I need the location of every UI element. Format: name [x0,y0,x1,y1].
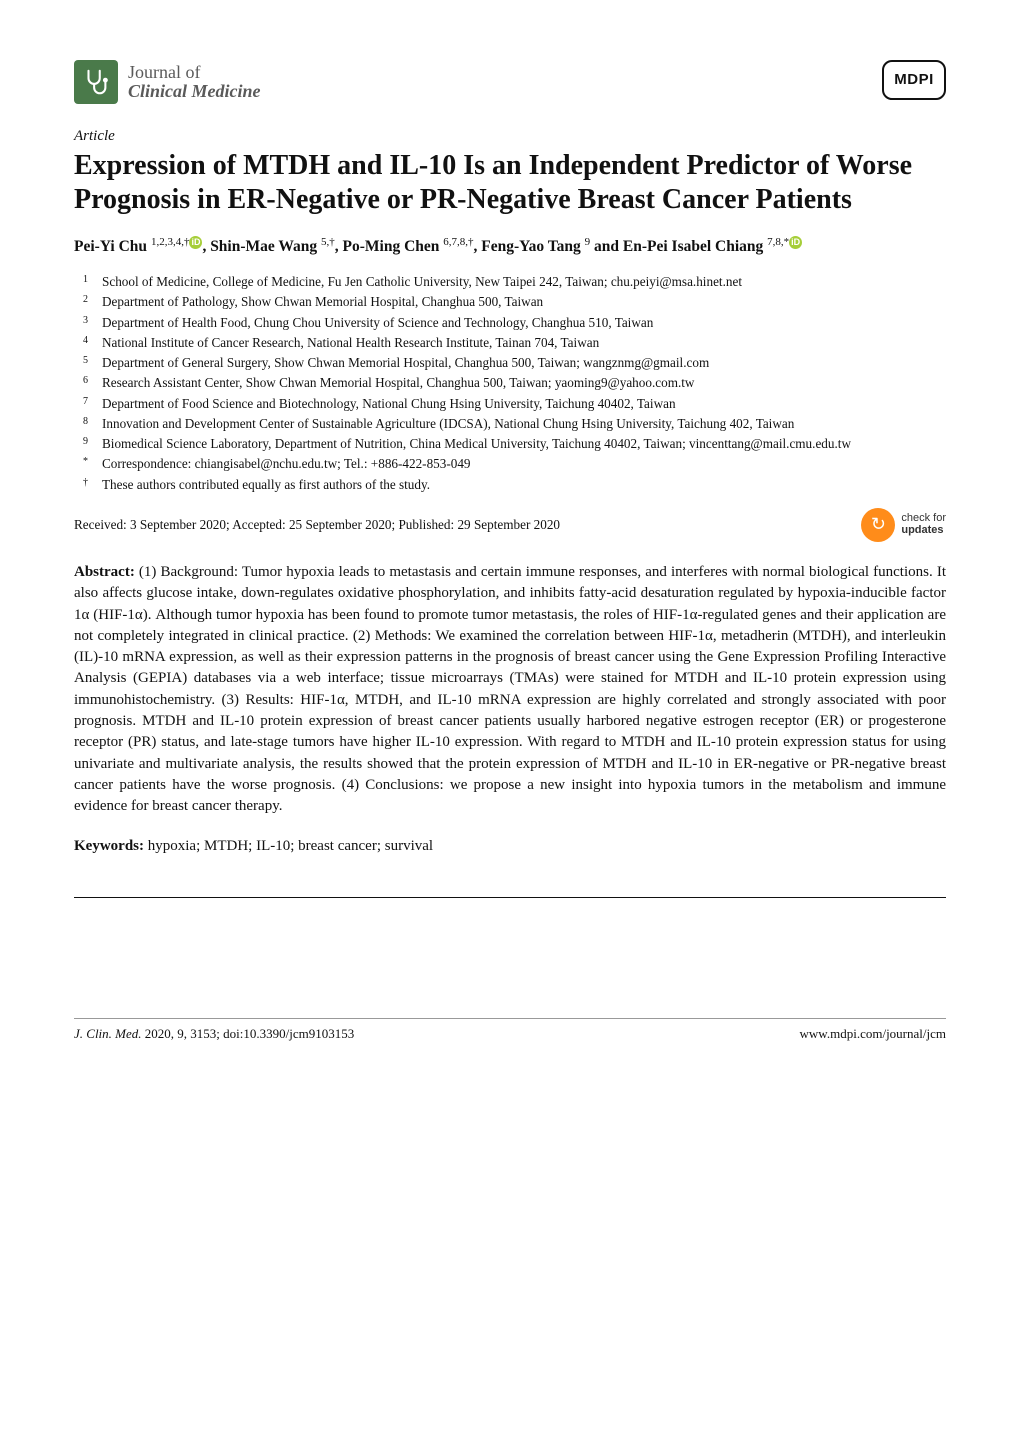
affiliation-text: Department of Food Science and Biotechno… [102,394,946,413]
keywords-body: hypoxia; MTDH; IL-10; breast cancer; sur… [144,838,433,854]
author-2-sup: 5,† [321,236,335,248]
affiliation-text: Correspondence: chiangisabel@nchu.edu.tw… [102,454,946,473]
affiliation-num: 2 [74,292,88,311]
affiliation-text: Innovation and Development Center of Sus… [102,414,946,433]
check-updates-line1: check for [901,512,946,524]
orcid-icon: iD [189,236,202,249]
author-1-sup: 1,2,3,4,† [151,236,190,248]
affiliation-row: 7 Department of Food Science and Biotechn… [74,394,946,413]
keywords-rule [74,897,946,898]
affiliation-num: 7 [74,394,88,413]
orcid-icon: iD [789,236,802,249]
journal-block: Journal of Clinical Medicine [74,60,261,104]
affiliation-num: † [74,475,88,494]
author-4-sup: 9 [585,236,591,248]
affiliation-num: 6 [74,373,88,392]
authors-and: and [594,238,623,255]
journal-name: Journal of Clinical Medicine [128,63,261,101]
check-updates-text: check for updates [901,513,946,536]
affiliation-num: 1 [74,272,88,291]
affiliation-text: Department of General Surgery, Show Chwa… [102,353,946,372]
abstract: Abstract: (1) Background: Tumor hypoxia … [74,562,946,818]
author-3: Po-Ming Chen [343,238,440,255]
page-footer: J. Clin. Med. 2020, 9, 3153; doi:10.3390… [74,1018,946,1043]
affiliation-text: Research Assistant Center, Show Chwan Me… [102,373,946,392]
affiliation-num: * [74,454,88,473]
affiliation-row: 1 School of Medicine, College of Medicine… [74,272,946,291]
journal-name-line2: Clinical Medicine [128,82,261,101]
affiliation-num: 4 [74,333,88,352]
footer-journal-abbrev: J. Clin. Med. [74,1026,142,1041]
affiliation-text: Department of Health Food, Chung Chou Un… [102,313,946,332]
check-updates-line2: updates [901,524,943,536]
author-1: Pei-Yi Chu [74,238,147,255]
affiliation-text: School of Medicine, College of Medicine,… [102,272,946,291]
affiliation-row: 6 Research Assistant Center, Show Chwan M… [74,373,946,392]
affiliation-row: 2 Department of Pathology, Show Chwan Mem… [74,292,946,311]
journal-name-line1: Journal of [128,63,261,82]
header: Journal of Clinical Medicine MDPI [74,60,946,104]
affiliation-row: * Correspondence: chiangisabel@nchu.edu.t… [74,454,946,473]
affiliation-row: 3 Department of Health Food, Chung Chou U… [74,313,946,332]
keywords: Keywords: hypoxia; MTDH; IL-10; breast c… [74,836,946,857]
footer-citation: 2020, 9, 3153; doi:10.3390/jcm9103153 [142,1026,355,1041]
publisher-logo-text: MDPI [894,69,934,90]
affiliation-num: 8 [74,414,88,433]
check-for-updates-button[interactable]: ↻ check for updates [861,508,946,542]
affiliation-text: National Institute of Cancer Research, N… [102,333,946,352]
stethoscope-icon [81,67,111,97]
abstract-label: Abstract: [74,564,135,580]
affiliation-text: Department of Pathology, Show Chwan Memo… [102,292,946,311]
abstract-body: (1) Background: Tumor hypoxia leads to m… [74,564,946,814]
affiliation-num: 9 [74,434,88,453]
article-title: Expression of MTDH and IL-10 Is an Indep… [74,149,946,217]
publisher-logo: MDPI [882,60,946,100]
affiliation-text: These authors contributed equally as fir… [102,475,946,494]
footer-left: J. Clin. Med. 2020, 9, 3153; doi:10.3390… [74,1025,354,1043]
author-list: Pei-Yi Chu 1,2,3,4,†iD, Shin-Mae Wang 5,… [74,234,946,258]
author-2: Shin-Mae Wang [210,238,317,255]
affiliation-row: 9 Biomedical Science Laboratory, Departme… [74,434,946,453]
affiliation-row: 4 National Institute of Cancer Research, … [74,333,946,352]
affiliation-text: Biomedical Science Laboratory, Departmen… [102,434,946,453]
dates-row: Received: 3 September 2020; Accepted: 25… [74,508,946,542]
article-type: Article [74,126,946,147]
affiliation-row: † These authors contributed equally as fi… [74,475,946,494]
received-accepted-published: Received: 3 September 2020; Accepted: 25… [74,516,560,535]
affiliations: 1 School of Medicine, College of Medicine… [74,272,946,494]
affiliation-num: 3 [74,313,88,332]
author-5-sup: 7,8,* [767,236,789,248]
keywords-label: Keywords: [74,838,144,854]
check-updates-icon: ↻ [861,508,895,542]
journal-logo-icon [74,60,118,104]
affiliation-row: 5 Department of General Surgery, Show Chw… [74,353,946,372]
author-5: En-Pei Isabel Chiang [623,238,763,255]
affiliation-row: 8 Innovation and Development Center of Su… [74,414,946,433]
footer-right: www.mdpi.com/journal/jcm [800,1025,946,1043]
author-4: Feng-Yao Tang [481,238,581,255]
author-3-sup: 6,7,8,† [443,236,473,248]
affiliation-num: 5 [74,353,88,372]
